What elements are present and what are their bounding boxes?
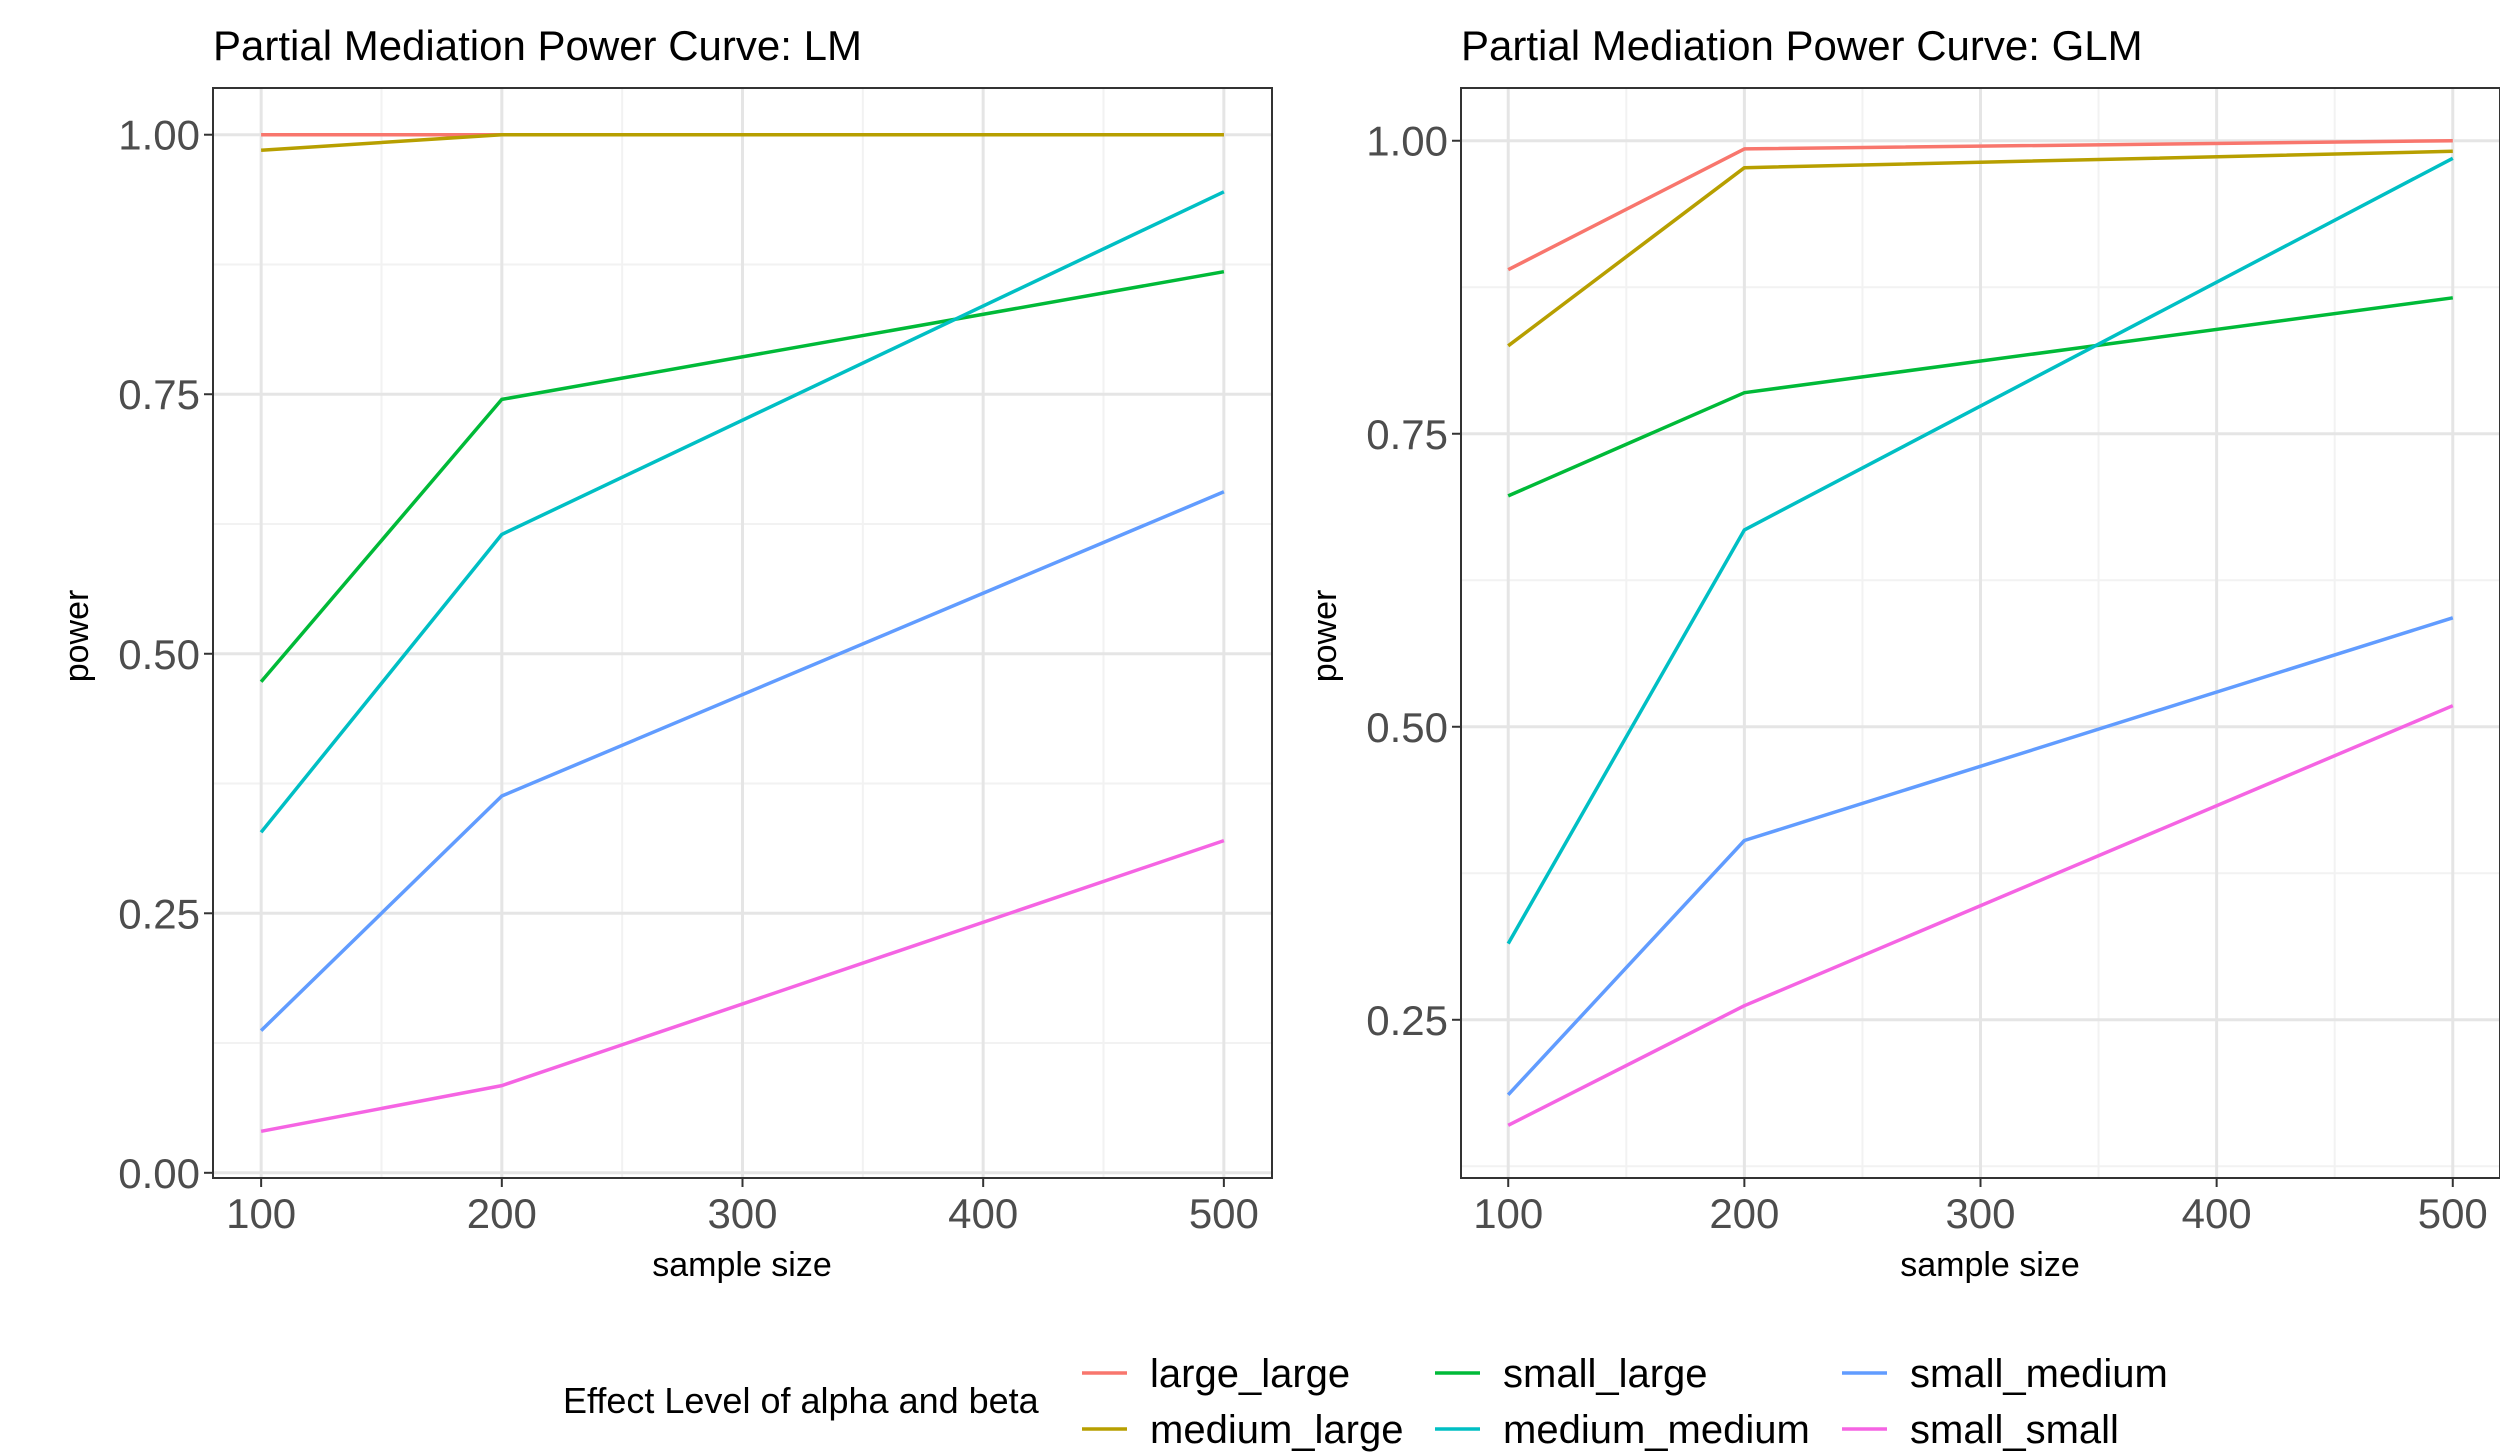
series-line-small-medium [1506,616,2454,1096]
series-line-medium-large [260,132,1224,153]
y-axis-label: power [58,590,96,683]
legend-item-small-large: small_large [1435,1352,1708,1396]
chart-panel-lm: Partial Mediation Power Curve: LM 100 200… [58,22,1273,1284]
x-tick-label: 200 [1709,1190,1779,1237]
y-tick-label: 0.25 [118,890,200,937]
x-axis-label: sample size [652,1246,832,1284]
legend-label: medium_medium [1503,1408,1810,1452]
y-tick-label: 0.50 [1366,704,1448,751]
series-line-medium-medium [259,190,1225,834]
legend-item-large-large: large_large [1082,1352,1350,1396]
series-lines [1506,138,2454,1127]
legend-label: large_large [1150,1352,1350,1396]
plot-area: 100 200 300 400 500 0.25 0.50 0.75 1.00 [1366,87,2500,1237]
legend: Effect Level of alpha and beta large_lar… [563,1352,2168,1452]
series-line-small-medium [259,490,1225,1032]
plot-area: 100 200 300 400 500 0.00 0.25 0.50 0.75 1.00 [118,87,1273,1237]
x-tick-label: 400 [2182,1190,2252,1237]
series-line-medium-large [1507,149,2453,348]
series-line-medium-medium [1506,156,2454,945]
series-line-large-large [1507,138,2453,272]
x-tick-label: 500 [2418,1190,2488,1237]
y-tick-label: 0.50 [118,631,200,678]
x-tick-label: 200 [467,1190,537,1237]
y-axis-label: power [1306,590,1344,683]
grid-lines [1461,88,2500,1178]
x-tick-label: 400 [948,1190,1018,1237]
x-tick-label: 100 [1473,1190,1543,1237]
y-tick-label: 1.00 [118,112,200,159]
chart-title: Partial Mediation Power Curve: GLM [1461,22,2143,69]
x-tick-label: 100 [226,1190,296,1237]
y-tick-label: 0.75 [1366,411,1448,458]
legend-title: Effect Level of alpha and beta [563,1380,1040,1421]
legend-item-small-small: small_small [1842,1408,2119,1452]
y-tick-label: 0.00 [118,1150,200,1197]
series-line-small-small [260,838,1225,1134]
x-axis-label: sample size [1900,1246,2080,1284]
legend-label: small_medium [1910,1352,2168,1396]
series-line-small-large [1507,296,2454,498]
grid-lines [213,88,1272,1178]
x-tick-label: 500 [1189,1190,1259,1237]
legend-items: large_large medium_large small_largemedium… [1082,1352,2168,1452]
legend-item-medium-medium: medium_medium [1435,1408,1810,1452]
legend-label: small_small [1910,1408,2119,1452]
x-tick-label: 300 [1945,1190,2015,1237]
legend-item-medium-large: medium_large [1082,1408,1403,1452]
series-line-small-small [1507,704,2454,1127]
x-tick-label: 300 [707,1190,777,1237]
y-tick-label: 0.25 [1366,997,1448,1044]
y-tick-label: 0.75 [118,371,200,418]
legend-item-small-medium: small_medium [1842,1352,2168,1396]
legend-label: small_large [1503,1352,1708,1396]
series-line-small-large [259,269,1225,683]
chart-title: Partial Mediation Power Curve: LM [213,22,862,69]
chart-panel-glm: Partial Mediation Power Curve: GLM 100 20… [1306,22,2500,1284]
y-tick-label: 1.00 [1366,118,1448,165]
series-lines [259,132,1225,1134]
legend-label: medium_large [1150,1408,1403,1452]
